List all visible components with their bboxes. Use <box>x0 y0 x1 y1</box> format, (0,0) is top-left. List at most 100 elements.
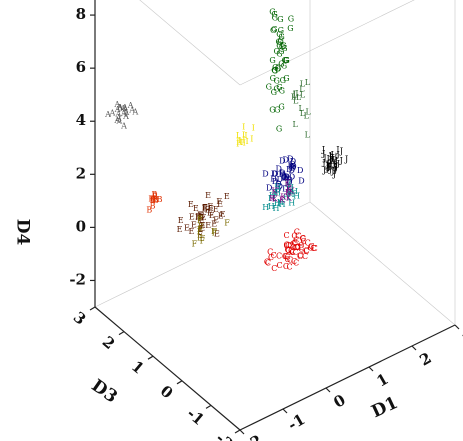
data-point: C <box>285 252 291 261</box>
data-point: I <box>236 131 239 140</box>
data-point: J <box>344 155 348 164</box>
data-point: G <box>282 56 288 65</box>
data-point: H <box>284 180 291 189</box>
data-point: F <box>211 227 217 236</box>
data-point: D <box>283 156 289 165</box>
data-point: E <box>209 211 215 220</box>
data-point: C <box>292 248 298 257</box>
x-tick-label: -1 <box>285 410 308 434</box>
data-point: E <box>207 209 213 218</box>
data-point: C <box>295 243 301 252</box>
data-point: J <box>334 156 338 165</box>
data-point: K <box>286 193 293 202</box>
data-point: A <box>119 104 126 113</box>
data-point: J <box>322 165 326 174</box>
data-point: C <box>282 252 288 261</box>
data-point: J <box>326 163 330 172</box>
data-point: E <box>184 224 190 233</box>
data-point: I <box>250 135 253 144</box>
axis-box <box>89 0 460 435</box>
data-point: D <box>284 173 290 182</box>
data-point: E <box>193 204 199 213</box>
data-point: B <box>146 206 152 215</box>
data-point: L <box>296 93 302 102</box>
data-point: D <box>279 157 285 166</box>
data-point: H <box>291 187 298 196</box>
data-point: G <box>273 47 279 56</box>
data-point: K <box>272 187 279 196</box>
data-point: D <box>283 173 289 182</box>
y-axis-line <box>94 306 241 431</box>
data-point: D <box>275 179 281 188</box>
data-point: G <box>273 84 279 93</box>
data-point: E <box>195 212 201 221</box>
data-point: J <box>328 155 332 164</box>
data-point: J <box>335 145 339 154</box>
data-point: G <box>275 64 281 73</box>
data-point: C <box>289 248 295 257</box>
x-axis-line <box>239 324 456 431</box>
data-point: F <box>197 227 203 236</box>
data-point: E <box>202 205 208 214</box>
data-point: G <box>269 7 275 16</box>
data-point: J <box>321 145 325 154</box>
data-point: D <box>275 165 281 174</box>
data-point: L <box>306 108 312 117</box>
data-point: C <box>295 231 301 240</box>
data-point: H <box>287 183 294 192</box>
data-point: J <box>330 167 334 176</box>
z-tick-label: 0 <box>76 217 86 235</box>
data-point: C <box>284 242 290 251</box>
data-point: C <box>294 228 300 237</box>
data-point: J <box>333 165 337 174</box>
data-point: G <box>276 124 282 133</box>
data-point: G <box>278 37 284 46</box>
data-point: I <box>236 140 239 149</box>
data-point: F <box>197 233 203 242</box>
data-point: K <box>286 184 293 193</box>
data-point: F <box>197 227 203 236</box>
data-point: D <box>286 178 292 187</box>
data-point: G <box>280 42 286 51</box>
data-point: K <box>288 187 295 196</box>
x-tick-label: 2 <box>416 349 434 370</box>
back-floor-right-edge <box>309 201 456 326</box>
data-point: H <box>287 186 294 195</box>
data-point: C <box>299 243 305 252</box>
data-point: D <box>289 173 295 182</box>
data-point: A <box>116 103 123 112</box>
data-point: D <box>282 184 288 193</box>
data-point: I <box>243 139 246 148</box>
data-point: D <box>298 176 304 185</box>
data-point: L <box>295 89 301 98</box>
data-point: A <box>128 105 135 114</box>
data-point: L <box>299 85 305 94</box>
data-point: D <box>297 166 303 175</box>
data-point: A <box>121 104 128 113</box>
data-point: J <box>339 156 343 165</box>
data-point: L <box>293 89 299 98</box>
y-tick-mark <box>147 355 154 360</box>
data-point: A <box>115 114 122 123</box>
data-point: G <box>276 30 282 39</box>
data-point: I <box>252 124 255 133</box>
data-point: C <box>267 247 273 256</box>
data-point: G <box>278 47 284 56</box>
data-point: J <box>334 163 338 172</box>
x-axis-label: D1 <box>369 393 402 422</box>
x-tick-mark <box>239 429 245 435</box>
y-tick-mark <box>89 306 96 311</box>
data-point: C <box>307 243 313 252</box>
data-point: D <box>271 169 277 178</box>
data-point: A <box>121 103 128 112</box>
data-point: G <box>272 14 278 23</box>
data-point: D <box>289 160 295 169</box>
data-point: K <box>279 195 286 204</box>
data-point: E <box>198 224 204 233</box>
data-point: B <box>152 191 158 200</box>
data-point: J <box>328 161 332 170</box>
data-point: G <box>283 56 289 65</box>
data-point: J <box>332 162 336 171</box>
data-point: G <box>270 74 276 83</box>
data-point: C <box>290 248 296 257</box>
